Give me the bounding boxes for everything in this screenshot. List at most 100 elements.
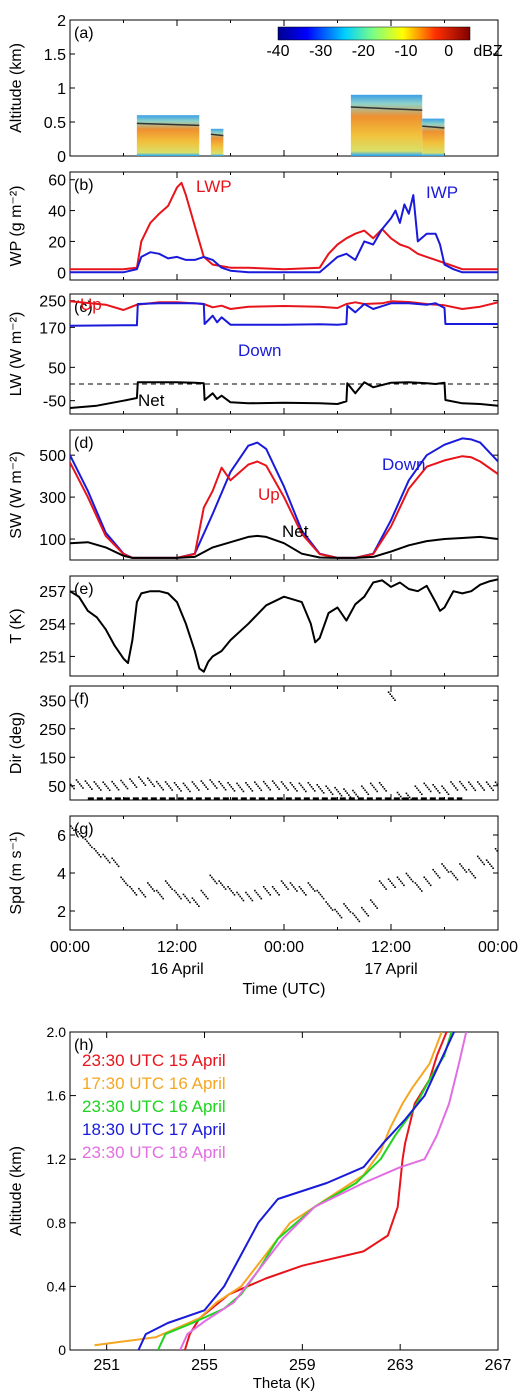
data-point: [135, 894, 138, 896]
data-point: [120, 876, 122, 879]
data-point: [356, 795, 359, 798]
data-point: [385, 888, 387, 890]
data-point: [132, 782, 135, 784]
y-tick-label: 170: [39, 320, 66, 337]
series-down-line: [70, 302, 498, 327]
data-point: [481, 787, 484, 789]
data-point: [249, 788, 252, 790]
data-point: [455, 876, 457, 879]
data-point: [478, 857, 481, 860]
data-point: [358, 920, 361, 923]
y-tick-label: 2.0: [47, 1024, 67, 1040]
data-point: [339, 914, 341, 917]
data-point: [130, 888, 133, 890]
data-point: [394, 699, 396, 701]
data-point: [107, 787, 109, 790]
data-point: [237, 784, 240, 787]
data-point: [387, 878, 390, 880]
data-point: [160, 895, 163, 898]
data-point: [344, 790, 347, 792]
data-point: [309, 884, 311, 886]
data-point: [95, 850, 97, 852]
data-point: [98, 787, 100, 789]
data-point: [437, 790, 439, 792]
data-point: [258, 787, 261, 790]
data-point: [362, 787, 365, 790]
data-point: [112, 782, 115, 785]
data-point: [410, 878, 413, 881]
data-point: [251, 899, 254, 902]
data-point: [468, 868, 470, 871]
data-point: [209, 779, 212, 781]
data-point: [398, 878, 400, 881]
data-point: [142, 893, 145, 896]
data-point: [82, 787, 84, 789]
data-point: [91, 788, 93, 790]
data-point: [126, 884, 129, 887]
data-point: [104, 855, 106, 858]
data-point: [87, 842, 90, 845]
data-point: [380, 784, 383, 786]
y-axis-label: Altitude (km): [8, 43, 25, 133]
data-point: [114, 861, 117, 864]
data-point: [312, 788, 314, 790]
data-point: [121, 878, 124, 881]
series-label-up: Up: [80, 295, 102, 314]
data-point: [396, 876, 399, 879]
panel-b: 0 20 40 60 WP (g m⁻²) (b): [8, 171, 499, 282]
data-point: [289, 782, 292, 784]
data-point: [348, 794, 350, 796]
data-point: [171, 789, 173, 791]
data-point: [472, 787, 475, 790]
series-t-line: [70, 578, 498, 673]
data-point: [389, 693, 391, 695]
data-point: [157, 891, 160, 894]
data-point: [340, 916, 343, 919]
data-point: [266, 784, 268, 787]
data-point: [266, 890, 268, 892]
data-point: [361, 785, 363, 788]
data-point: [129, 886, 131, 888]
data-point: [291, 884, 293, 886]
data-point: [451, 872, 454, 875]
data-point: [166, 783, 169, 785]
data-point: [175, 784, 177, 786]
y-tick-label: 0.5: [44, 115, 66, 132]
data-point: [257, 785, 259, 788]
data-point: [269, 894, 271, 896]
data-point: [391, 695, 393, 697]
data-point: [382, 884, 384, 886]
y-tick-label: 350: [39, 693, 66, 710]
data-point: [441, 863, 443, 865]
data-point: [232, 892, 234, 894]
y-tick-label: 6: [57, 828, 66, 845]
data-point: [492, 867, 494, 869]
data-point: [331, 793, 334, 796]
data-point: [361, 906, 363, 909]
data-point: [292, 886, 295, 888]
data-point: [378, 782, 381, 784]
data-point: [211, 876, 213, 879]
data-point: [483, 863, 485, 866]
data-point: [255, 783, 258, 786]
data-point: [70, 825, 72, 827]
data-point: [242, 899, 245, 902]
data-point: [472, 874, 475, 877]
data-point: [292, 786, 295, 788]
data-point: [476, 781, 479, 783]
y-tick-label: -50: [43, 394, 66, 411]
data-point: [248, 786, 250, 788]
data-point: [456, 789, 459, 791]
data-point: [313, 790, 316, 792]
data-point: [383, 788, 386, 790]
data-point: [219, 882, 222, 884]
data-point: [260, 789, 263, 792]
data-point: [501, 789, 503, 791]
data-point: [330, 791, 332, 794]
data-point: [178, 788, 181, 790]
data-point: [343, 903, 345, 905]
data-point: [420, 793, 423, 796]
series-label-up: Up: [258, 485, 280, 504]
data-point: [189, 901, 191, 904]
y-tick-label: 257: [39, 584, 66, 601]
